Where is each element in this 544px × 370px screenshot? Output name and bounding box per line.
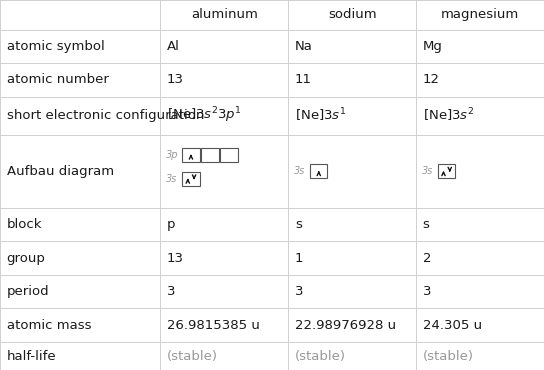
Text: Mg: Mg <box>423 40 443 53</box>
Text: sodium: sodium <box>328 8 376 21</box>
Text: 3: 3 <box>295 285 304 298</box>
Text: s: s <box>423 218 430 231</box>
Bar <box>182 172 200 186</box>
Bar <box>182 148 200 162</box>
Text: 11: 11 <box>295 74 312 87</box>
Text: 1: 1 <box>295 252 304 265</box>
Text: 3s: 3s <box>422 166 433 176</box>
Bar <box>201 148 219 162</box>
Text: short electronic configuration: short electronic configuration <box>7 109 204 122</box>
Bar <box>310 164 327 178</box>
Text: 3: 3 <box>423 285 431 298</box>
Text: 3s: 3s <box>166 174 177 184</box>
Text: Al: Al <box>167 40 180 53</box>
Text: [Ne]3$\it{s}^1$: [Ne]3$\it{s}^1$ <box>295 107 346 124</box>
Text: (stable): (stable) <box>167 350 218 363</box>
Text: 3p: 3p <box>166 149 178 159</box>
Text: 24.305 u: 24.305 u <box>423 319 482 332</box>
Text: (stable): (stable) <box>295 350 346 363</box>
Text: (stable): (stable) <box>423 350 474 363</box>
Text: half-life: half-life <box>7 350 56 363</box>
Text: 3: 3 <box>167 285 176 298</box>
Text: atomic symbol: atomic symbol <box>7 40 104 53</box>
Text: 2: 2 <box>423 252 431 265</box>
Text: magnesium: magnesium <box>441 8 519 21</box>
Text: atomic mass: atomic mass <box>7 319 91 332</box>
Bar <box>220 148 238 162</box>
Text: 13: 13 <box>167 252 184 265</box>
Text: [Ne]3$\it{s}^2$: [Ne]3$\it{s}^2$ <box>423 107 474 124</box>
Text: block: block <box>7 218 42 231</box>
Text: 12: 12 <box>423 74 440 87</box>
Text: p: p <box>167 218 176 231</box>
Text: group: group <box>7 252 45 265</box>
Text: Aufbau diagram: Aufbau diagram <box>7 165 114 178</box>
Text: aluminum: aluminum <box>191 8 258 21</box>
Text: s: s <box>295 218 302 231</box>
Text: [Ne]3$\it{s}^2$3$\it{p}^1$: [Ne]3$\it{s}^2$3$\it{p}^1$ <box>167 106 242 125</box>
Text: 13: 13 <box>167 74 184 87</box>
Text: 3s: 3s <box>294 166 305 176</box>
Text: period: period <box>7 285 49 298</box>
Text: atomic number: atomic number <box>7 74 108 87</box>
Text: 26.9815385 u: 26.9815385 u <box>167 319 260 332</box>
Text: 22.98976928 u: 22.98976928 u <box>295 319 396 332</box>
Bar <box>438 164 455 178</box>
Text: Na: Na <box>295 40 313 53</box>
